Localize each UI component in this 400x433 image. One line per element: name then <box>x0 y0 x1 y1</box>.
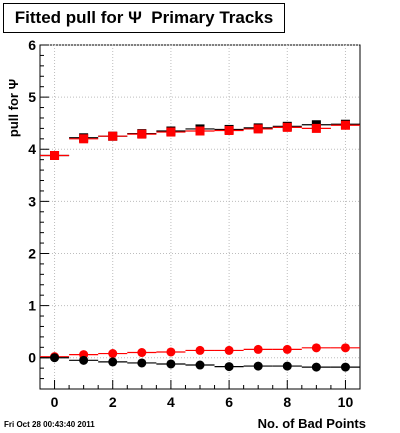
y-tick-label: 2 <box>28 245 36 261</box>
data-point-square <box>108 131 118 141</box>
y-tick-label: 5 <box>28 89 36 105</box>
data-point-circle <box>166 359 176 369</box>
data-point-circle <box>311 362 321 372</box>
data-point-circle <box>224 362 234 372</box>
data-point-square <box>253 124 263 134</box>
x-tick-label: 10 <box>338 394 354 410</box>
x-tick-label: 4 <box>167 394 175 410</box>
y-tick-label: 3 <box>28 193 36 209</box>
data-point-square <box>195 126 205 136</box>
axes: 0 2 4 6 8 10 0 1 2 3 4 5 6 <box>28 37 353 410</box>
data-point-square <box>50 150 60 160</box>
y-axis-label: pull for Ψ <box>6 79 21 137</box>
data-point-circle <box>340 362 350 372</box>
data-point-circle <box>224 345 234 355</box>
x-tick-label: 6 <box>225 394 233 410</box>
chart-title: Fitted pull for Ψ Primary Tracks <box>14 8 274 27</box>
data-point-square <box>282 122 292 132</box>
y-tick-label: 4 <box>28 141 36 157</box>
plot-frame <box>39 44 361 390</box>
data-point-circle <box>108 349 118 359</box>
data-point-square <box>166 127 176 137</box>
title-box: Fitted pull for Ψ Primary Tracks <box>3 3 285 33</box>
x-axis-label: No. of Bad Points <box>258 416 366 431</box>
data-point-circle <box>137 348 147 358</box>
data-point-circle <box>340 343 350 353</box>
data-point-square <box>311 123 321 133</box>
data-point-circle <box>108 357 118 367</box>
data-point-square <box>224 125 234 135</box>
x-tick-label: 0 <box>51 394 59 410</box>
grid <box>40 44 360 389</box>
data-point-circle <box>195 360 205 370</box>
data-point-circle <box>79 355 89 365</box>
data-point-circle <box>253 344 263 354</box>
y-tick-label: 6 <box>28 37 36 53</box>
data-point-circle <box>282 344 292 354</box>
series-group <box>40 119 360 372</box>
data-point-circle <box>50 353 60 363</box>
data-point-circle <box>282 361 292 371</box>
data-series <box>40 120 360 160</box>
y-tick-label: 1 <box>28 298 36 314</box>
y-tick-label: 0 <box>28 350 36 366</box>
data-point-circle <box>195 345 205 355</box>
data-point-circle <box>253 361 263 371</box>
data-point-square <box>79 134 89 144</box>
x-tick-label: 2 <box>109 394 117 410</box>
data-point-circle <box>137 358 147 368</box>
data-point-square <box>340 120 350 130</box>
data-point-circle <box>166 347 176 357</box>
timestamp-footer: Fri Oct 28 00:43:40 2011 <box>4 420 95 429</box>
data-series <box>40 353 360 372</box>
data-point-square <box>137 129 147 139</box>
x-tick-label: 8 <box>283 394 291 410</box>
data-point-circle <box>311 343 321 353</box>
